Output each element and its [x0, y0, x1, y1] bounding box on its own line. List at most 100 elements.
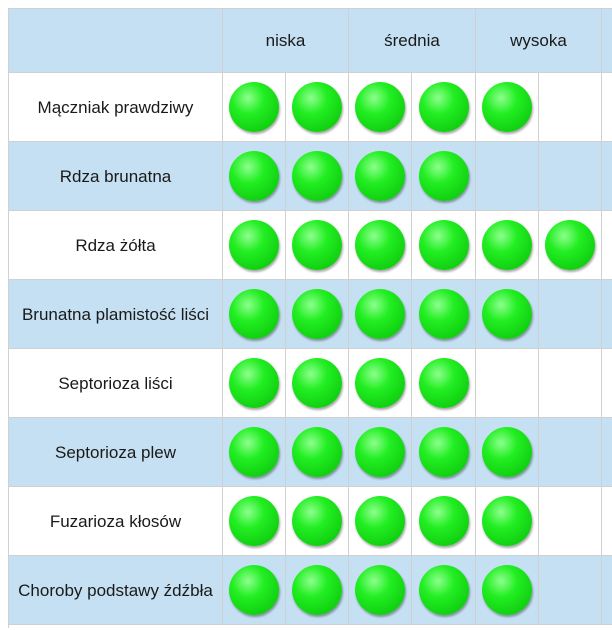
green-circle-icon	[355, 289, 405, 339]
risk-cell	[539, 142, 602, 210]
green-circle-icon	[419, 220, 469, 270]
green-circle-icon	[419, 151, 469, 201]
green-circle-icon	[229, 151, 279, 201]
risk-cell	[539, 73, 602, 141]
green-circle-icon	[292, 496, 342, 546]
risk-cell	[286, 73, 349, 141]
risk-cell	[223, 280, 286, 348]
disease-label: Mączniak prawdziwy	[9, 73, 223, 141]
risk-cell	[539, 349, 602, 417]
green-circle-icon	[419, 82, 469, 132]
green-circle-icon	[292, 289, 342, 339]
risk-cell	[223, 418, 286, 486]
risk-cell	[349, 280, 412, 348]
green-circle-icon	[482, 427, 532, 477]
green-circle-icon	[355, 565, 405, 615]
green-circle-icon	[419, 565, 469, 615]
risk-cell	[413, 418, 476, 486]
green-circle-icon	[229, 358, 279, 408]
green-circle-icon	[229, 289, 279, 339]
risk-cell	[413, 349, 476, 417]
table-row: Septorioza liści	[9, 349, 612, 418]
green-circle-icon	[355, 496, 405, 546]
risk-cell	[349, 418, 412, 486]
risk-cell	[476, 487, 539, 555]
green-circle-icon	[229, 220, 279, 270]
risk-cell	[413, 142, 476, 210]
risk-cell	[413, 280, 476, 348]
risk-cell	[476, 349, 539, 417]
risk-cell	[349, 211, 412, 279]
risk-cell	[286, 418, 349, 486]
disease-label: Choroby podstawy źdźbła	[9, 556, 223, 624]
risk-cell	[286, 211, 349, 279]
risk-cell	[539, 211, 602, 279]
risk-cell	[539, 280, 602, 348]
green-circle-icon	[355, 427, 405, 477]
risk-cell	[349, 142, 412, 210]
green-circle-icon	[292, 358, 342, 408]
risk-cell	[349, 556, 412, 624]
table-row: Rdza żółta	[9, 211, 612, 280]
risk-cell	[223, 142, 286, 210]
risk-cell	[476, 73, 539, 141]
green-circle-icon	[229, 496, 279, 546]
risk-cell	[349, 487, 412, 555]
level-high-header: wysoka	[476, 9, 602, 72]
header-corner	[9, 9, 223, 72]
header-row: niska średnia wysoka	[9, 9, 612, 73]
green-circle-icon	[229, 427, 279, 477]
green-circle-icon	[482, 82, 532, 132]
green-circle-icon	[229, 565, 279, 615]
disease-label: Septorioza liści	[9, 349, 223, 417]
table-row: Septorioza plew	[9, 418, 612, 487]
green-circle-icon	[482, 289, 532, 339]
green-circle-icon	[419, 289, 469, 339]
risk-cell	[476, 556, 539, 624]
green-circle-icon	[355, 151, 405, 201]
green-circle-icon	[419, 427, 469, 477]
green-circle-icon	[292, 82, 342, 132]
risk-cell	[223, 487, 286, 555]
risk-cell	[286, 349, 349, 417]
green-circle-icon	[355, 220, 405, 270]
risk-cell	[539, 556, 602, 624]
risk-cell	[349, 349, 412, 417]
disease-label: Rdza brunatna	[9, 142, 223, 210]
risk-cell	[286, 487, 349, 555]
level-medium-header: średnia	[349, 9, 476, 72]
green-circle-icon	[545, 220, 595, 270]
green-circle-icon	[229, 82, 279, 132]
risk-cell	[476, 280, 539, 348]
risk-cell	[223, 349, 286, 417]
green-circle-icon	[292, 151, 342, 201]
table-row: Fuzarioza kłosów	[9, 487, 612, 556]
table-row: Choroby podstawy źdźbła	[9, 556, 612, 625]
green-circle-icon	[292, 220, 342, 270]
risk-cell	[413, 487, 476, 555]
risk-cell	[539, 487, 602, 555]
risk-cell	[223, 556, 286, 624]
disease-label: Septorioza plew	[9, 418, 223, 486]
risk-cell	[223, 211, 286, 279]
green-circle-icon	[482, 220, 532, 270]
risk-cell	[286, 280, 349, 348]
green-circle-icon	[355, 82, 405, 132]
green-circle-icon	[419, 358, 469, 408]
table-row: Brunatna plamistość liści	[9, 280, 612, 349]
risk-cell	[413, 556, 476, 624]
risk-cell	[413, 211, 476, 279]
green-circle-icon	[419, 496, 469, 546]
table-row: Mączniak prawdziwy	[9, 73, 612, 142]
risk-cell	[539, 418, 602, 486]
disease-label: Rdza żółta	[9, 211, 223, 279]
green-circle-icon	[482, 565, 532, 615]
risk-cell	[286, 556, 349, 624]
level-low-header: niska	[223, 9, 349, 72]
risk-cell	[476, 142, 539, 210]
disease-label: Brunatna plamistość liści	[9, 280, 223, 348]
risk-cell	[223, 73, 286, 141]
risk-cell	[413, 73, 476, 141]
risk-cell	[286, 142, 349, 210]
green-circle-icon	[482, 496, 532, 546]
